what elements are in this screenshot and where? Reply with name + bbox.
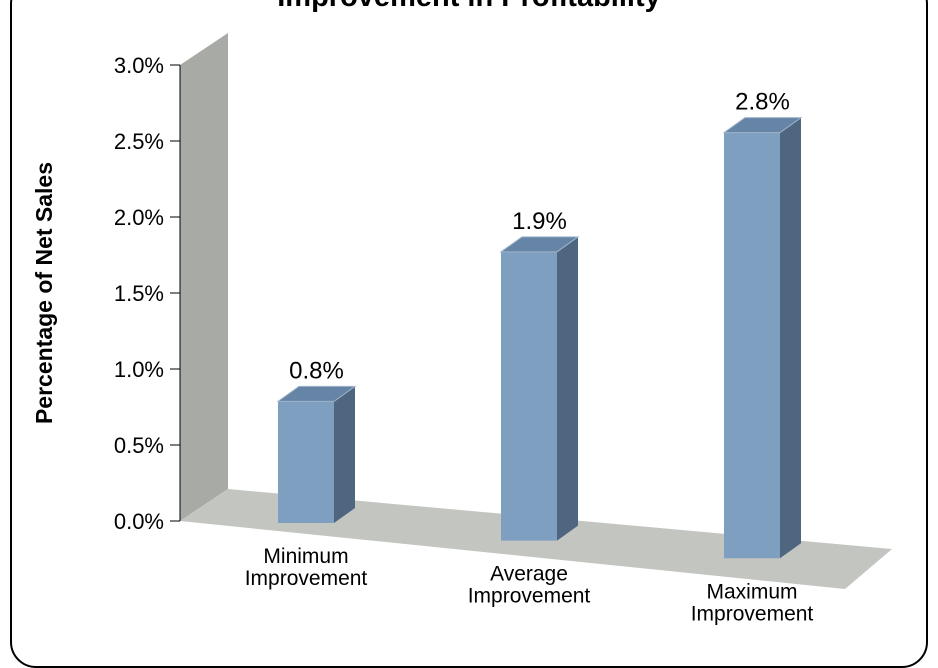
bar-chart: 0.0% 0.5% 1.0% 1.5% 2.0% 2.5% 3.0% 0.8% Minimum… [31, 33, 892, 626]
bar-side [557, 236, 578, 541]
bar-side [334, 386, 355, 523]
y-tick-label: 0.0% [114, 509, 164, 534]
data-label: 0.8% [289, 357, 344, 384]
y-tick-label: 3.0% [114, 53, 164, 78]
x-tick-label: Maximum Improvement [691, 580, 814, 625]
bar-front [501, 251, 557, 541]
bar-front [724, 132, 780, 559]
y-axis: 0.0% 0.5% 1.0% 1.5% 2.0% 2.5% 3.0% [114, 53, 181, 534]
y-tick-label: 0.5% [114, 433, 164, 458]
back-wall [180, 33, 228, 521]
y-tick-label: 1.5% [114, 281, 164, 306]
bar-top [499, 236, 580, 253]
bar [722, 117, 803, 559]
bars [276, 117, 803, 559]
bar-side [780, 117, 801, 559]
y-axis-title: Percentage of Net Sales [31, 162, 57, 424]
x-tick-label: Minimum Improvement [245, 545, 368, 590]
bar-front [278, 401, 334, 523]
bar-top [276, 385, 357, 402]
labels: 0.8% Minimum Improvement 1.9% Average Improve… [245, 89, 814, 626]
y-tick-label: 2.5% [114, 129, 164, 154]
bar [499, 236, 580, 541]
x-tick-label: Average Improvement [468, 563, 591, 608]
data-label: 1.9% [512, 208, 567, 235]
y-tick-label: 2.0% [114, 205, 164, 230]
chart-title: Improvement in Profitability [0, 0, 938, 14]
y-tick-label: 1.0% [114, 357, 164, 382]
bar [276, 385, 357, 523]
data-label: 2.8% [735, 89, 790, 116]
bar-top [722, 117, 803, 134]
